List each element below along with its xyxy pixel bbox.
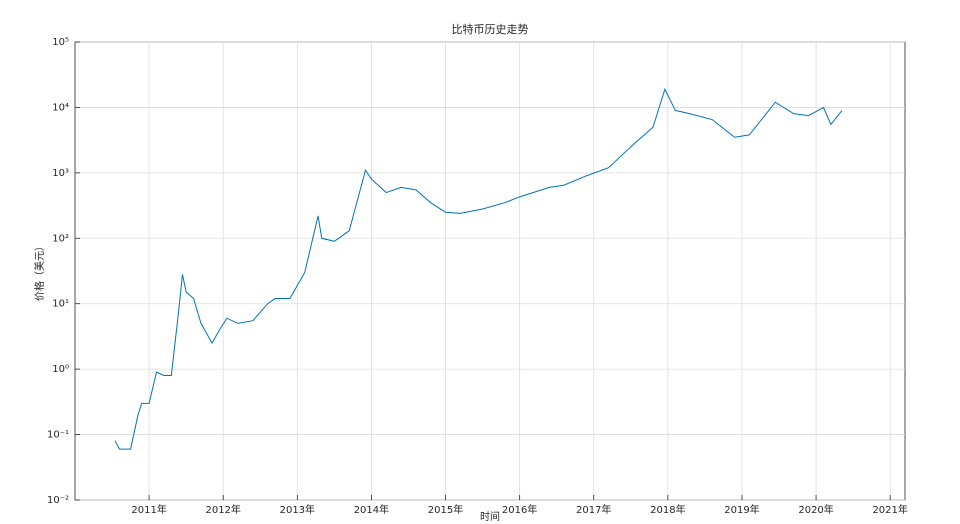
y-tick-label: 10⁻²: [47, 495, 69, 506]
x-tick-label: 2016年: [502, 503, 537, 516]
y-tick-label: 10¹: [52, 299, 69, 310]
x-tick-label: 2015年: [428, 503, 463, 516]
x-tick-label: 2017年: [576, 503, 611, 516]
y-tick-label: 10⁴: [52, 102, 69, 113]
y-tick-label: 10³: [52, 168, 69, 179]
x-tick-label: 2018年: [650, 503, 685, 516]
x-tick-label: 2012年: [205, 503, 240, 516]
y-tick-label: 10⁵: [52, 37, 69, 48]
price-line: [114, 87, 843, 450]
plot-frame: [74, 41, 906, 501]
y-axis-label: 价格（美元）: [33, 241, 46, 301]
chart-title: 比特币历史走势: [452, 22, 529, 36]
y-tick-label: 10²: [52, 233, 69, 244]
y-tick-label: 10⁻¹: [47, 430, 69, 441]
x-tick-label: 2019年: [724, 503, 759, 516]
x-axis-label: 时间: [480, 510, 500, 523]
x-tick-label: 2014年: [354, 503, 389, 516]
x-tick-label: 2020年: [798, 503, 833, 516]
y-tick-label: 10⁰: [52, 364, 69, 375]
x-tick-label: 2011年: [131, 503, 166, 516]
x-tick-label: 2013年: [280, 503, 315, 516]
x-tick-label: 2021年: [872, 503, 907, 516]
